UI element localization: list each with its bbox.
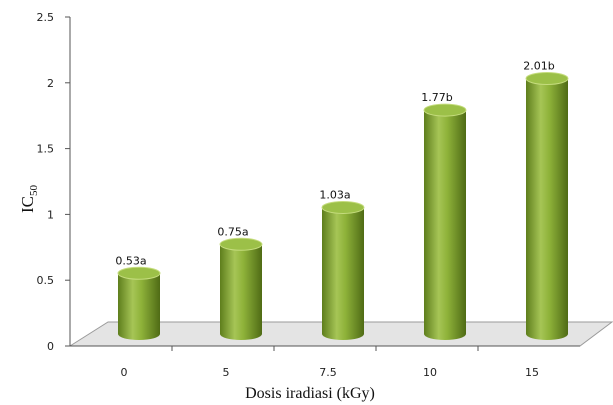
x-tick-label: 5 — [223, 366, 230, 379]
data-label: 1.03a — [319, 188, 350, 201]
y-axis-title: IC50 — [18, 185, 40, 214]
x-tick-label: 10 — [423, 366, 437, 379]
bar — [423, 103, 467, 341]
data-label: 2.01b — [523, 59, 554, 72]
y-tick-label: 1 — [47, 208, 54, 221]
y-axis-title-main: IC — [18, 196, 37, 213]
x-axis-title: Dosis iradiasi (kGy) — [245, 385, 375, 402]
bar-body — [322, 207, 364, 340]
y-tick-label: 2 — [47, 77, 54, 90]
bar-body — [220, 244, 262, 340]
y-tick-label: 0.5 — [37, 274, 55, 287]
bars — [117, 71, 569, 341]
bar — [525, 71, 569, 340]
bar-top — [117, 266, 161, 280]
data-label: 1.77b — [421, 91, 452, 104]
data-labels: 0.53a 0.75a 1.03a 1.77b 2.01b — [115, 59, 554, 267]
data-label: 0.75a — [217, 225, 248, 238]
x-tick-label: 0 — [121, 366, 128, 379]
x-tick-label: 7.5 — [319, 366, 337, 379]
bar — [321, 200, 365, 340]
x-axis-ticks: 0 5 7.5 10 15 — [121, 346, 539, 379]
y-tick-label: 1.5 — [37, 143, 55, 156]
y-tick-label: 0 — [47, 340, 54, 353]
bar — [117, 266, 161, 340]
y-axis-title-sub: 50 — [28, 185, 40, 197]
bar-top — [525, 71, 569, 85]
bar-top — [423, 103, 467, 117]
bar-body — [118, 273, 160, 340]
bar-top — [321, 200, 365, 214]
data-label: 0.53a — [115, 254, 146, 267]
bar-body — [424, 110, 466, 341]
x-tick-label: 15 — [525, 366, 539, 379]
y-tick-label: 2.5 — [37, 11, 55, 24]
bar-body — [526, 78, 568, 340]
bar — [219, 237, 263, 340]
y-axis-ticks: 0 0.5 1 1.5 2 2.5 — [37, 11, 70, 353]
bar-top — [219, 237, 263, 251]
